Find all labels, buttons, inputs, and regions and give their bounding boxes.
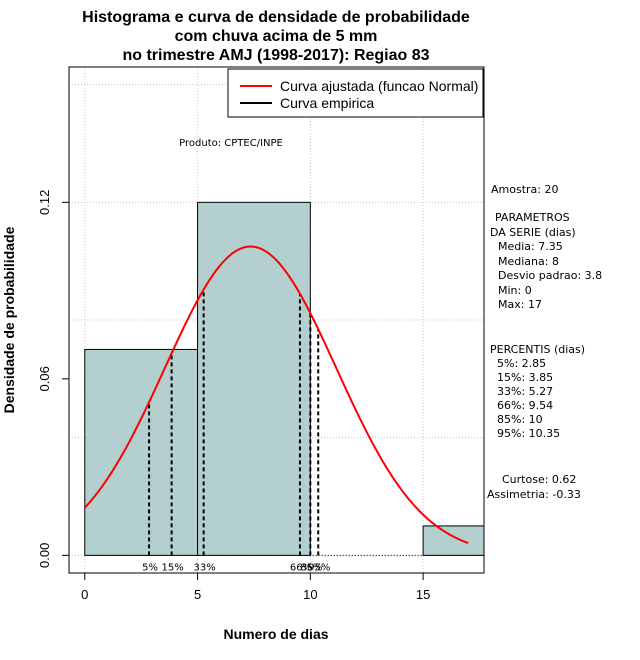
percentil-66: 66%: 9.54	[497, 399, 553, 412]
param-max: Max: 17	[498, 298, 542, 311]
x-tick-label-0: 0	[81, 587, 88, 602]
params-header-2: DA SERIE (dias)	[490, 226, 576, 239]
product-label: Produto: CPTEC/INPE	[179, 138, 283, 149]
legend-label-fit: Curva ajustada (funcao Normal)	[280, 78, 478, 94]
params-header-1: PARAMETROS	[495, 211, 570, 224]
y-axis-label: Densidade de probabilidade	[1, 226, 17, 413]
param-desvio: Desvio padrao: 3.8	[498, 269, 602, 282]
legend-label-empirical: Curva empirica	[280, 95, 374, 111]
percentile-labels: 5% 15% 33% 66%85%95%	[142, 562, 330, 573]
y-tick-label-0: 0.00	[37, 543, 52, 568]
histogram-bar-1	[197, 201, 311, 556]
percentile-label-66: 66%	[290, 562, 312, 573]
x-axis: 0 5 10 15	[81, 572, 430, 602]
percentile-label-15: 15%	[162, 562, 184, 573]
y-axis: 0.00 0.06 0.12	[37, 190, 70, 568]
percentil-95: 95%: 10.35	[497, 427, 560, 440]
param-mediana: Mediana: 8	[498, 255, 559, 268]
stat-assimetria: Assimetria: -0.33	[487, 488, 581, 501]
param-min: Min: 0	[498, 284, 532, 297]
histogram-bar-0	[84, 348, 199, 556]
x-tick-label-1: 5	[194, 587, 201, 602]
legend-box	[227, 68, 484, 118]
normal-curve	[84, 245, 469, 544]
chart-title-line-1: Histograma e curva de densidade de proba…	[82, 9, 470, 26]
percentil-15: 15%: 3.85	[497, 371, 553, 384]
legend: Curva ajustada (funcao Normal) Curva emp…	[227, 68, 484, 118]
stat-amostra: Amostra: 20	[491, 183, 558, 196]
percentile-label-33: 33%	[194, 562, 216, 573]
percentil-33: 33%: 5.27	[497, 385, 553, 398]
percentil-85: 85%: 10	[497, 413, 543, 426]
histogram-bars	[84, 201, 485, 556]
chart-title: Histograma e curva de densidade de proba…	[82, 9, 470, 64]
chart-title-line-3: no trimestre AMJ (1998-2017): Regiao 83	[122, 47, 429, 64]
percentile-label-95: 95%	[308, 562, 330, 573]
x-tick-label-3: 15	[416, 587, 430, 602]
y-tick-label-1: 0.06	[37, 366, 52, 391]
stat-curtose: Curtose: 0.62	[502, 473, 576, 486]
x-axis-label: Numero de dias	[223, 626, 328, 642]
percentile-label-85: 85%	[300, 562, 322, 573]
x-tick-label-2: 10	[303, 587, 317, 602]
percentile-lines	[148, 289, 320, 556]
percentis-header: PERCENTIS (dias)	[490, 343, 585, 356]
normal-fit-curve	[84, 245, 469, 544]
param-media: Media: 7.35	[498, 240, 563, 253]
y-tick-label-2: 0.12	[37, 190, 52, 215]
chart-title-line-2: com chuva acima de 5 mm	[175, 28, 378, 45]
percentil-05: 5%: 2.85	[497, 357, 546, 370]
histogram-bar-3	[422, 525, 485, 556]
percentile-label-5: 5%	[142, 562, 158, 573]
stats-panel: Amostra: 20 PARAMETROS DA SERIE (dias) M…	[487, 183, 602, 501]
